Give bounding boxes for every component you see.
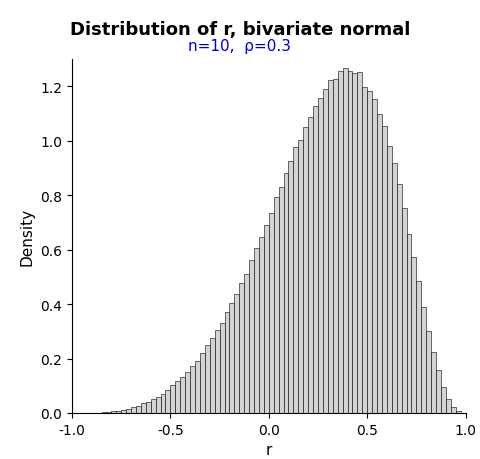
- Bar: [121, 410, 126, 413]
- Bar: [284, 174, 288, 413]
- Bar: [278, 187, 284, 413]
- Bar: [107, 412, 111, 413]
- Bar: [298, 140, 303, 413]
- Bar: [249, 261, 254, 413]
- Bar: [151, 399, 156, 413]
- Bar: [131, 407, 136, 413]
- Bar: [116, 411, 121, 413]
- Bar: [200, 353, 205, 413]
- Bar: [337, 72, 343, 413]
- Bar: [348, 72, 352, 413]
- Bar: [195, 361, 200, 413]
- Bar: [190, 367, 195, 413]
- Bar: [421, 307, 426, 413]
- Y-axis label: Density: Density: [20, 207, 35, 265]
- Bar: [259, 237, 264, 413]
- Bar: [416, 282, 421, 413]
- Bar: [362, 88, 367, 413]
- X-axis label: r: r: [265, 442, 272, 457]
- Bar: [166, 390, 170, 413]
- Bar: [239, 283, 244, 413]
- Bar: [205, 346, 210, 413]
- Bar: [293, 148, 298, 413]
- Bar: [308, 118, 313, 413]
- Bar: [456, 411, 461, 413]
- Bar: [175, 381, 180, 413]
- Bar: [313, 106, 318, 413]
- Bar: [210, 338, 215, 413]
- Bar: [372, 100, 377, 413]
- Bar: [392, 163, 396, 413]
- Bar: [274, 198, 278, 413]
- Bar: [377, 114, 382, 413]
- Bar: [352, 73, 357, 413]
- Bar: [303, 127, 308, 413]
- Bar: [357, 73, 362, 413]
- Bar: [402, 208, 407, 413]
- Bar: [269, 213, 274, 413]
- Bar: [244, 274, 249, 413]
- Bar: [146, 402, 151, 413]
- Bar: [264, 226, 269, 413]
- Bar: [333, 80, 337, 413]
- Bar: [136, 406, 141, 413]
- Bar: [382, 127, 387, 413]
- Bar: [318, 99, 323, 413]
- Bar: [156, 397, 160, 413]
- Text: Distribution of r, bivariate normal: Distribution of r, bivariate normal: [70, 21, 410, 39]
- Bar: [451, 407, 456, 413]
- Bar: [411, 257, 416, 413]
- Bar: [407, 235, 411, 413]
- Bar: [254, 249, 259, 413]
- Bar: [229, 303, 234, 413]
- Bar: [215, 331, 219, 413]
- Bar: [141, 403, 146, 413]
- Bar: [170, 385, 175, 413]
- Bar: [101, 412, 107, 413]
- Bar: [323, 90, 328, 413]
- Bar: [225, 313, 229, 413]
- Bar: [219, 323, 225, 413]
- Bar: [441, 387, 446, 413]
- Bar: [367, 92, 372, 413]
- Bar: [160, 394, 166, 413]
- Bar: [126, 409, 131, 413]
- Bar: [180, 377, 185, 413]
- Text: n=10,  ρ=0.3: n=10, ρ=0.3: [189, 39, 291, 54]
- Bar: [185, 372, 190, 413]
- Bar: [234, 294, 239, 413]
- Bar: [328, 81, 333, 413]
- Bar: [436, 370, 441, 413]
- Bar: [387, 147, 392, 413]
- Bar: [446, 399, 451, 413]
- Bar: [431, 353, 436, 413]
- Bar: [111, 411, 116, 413]
- Bar: [288, 162, 293, 413]
- Bar: [396, 185, 402, 413]
- Bar: [343, 69, 348, 413]
- Bar: [426, 331, 431, 413]
